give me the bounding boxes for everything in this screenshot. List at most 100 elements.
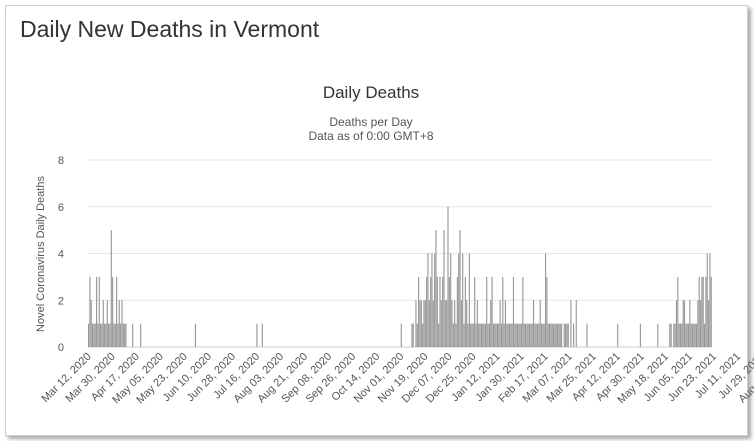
bar [691,323,694,348]
bar [681,323,683,348]
bar [491,276,493,348]
bar [709,253,711,347]
bar [544,253,547,347]
bar [495,323,497,348]
bar [710,276,712,348]
chart-title: Daily Deaths [323,83,419,102]
bar [536,323,539,348]
bar [460,300,462,347]
bar [488,323,490,348]
bar [117,323,119,348]
bar [570,300,572,347]
bar [690,323,692,348]
bar [675,300,678,347]
bar [617,323,619,348]
bar [503,323,505,348]
bar [475,323,477,348]
bar [694,323,696,348]
bar [512,276,515,348]
bar [496,323,499,348]
bar [418,276,420,348]
bar [430,276,432,348]
bar [546,276,548,348]
bar [105,323,107,348]
bar [510,323,512,348]
bar [567,323,569,348]
bar [89,276,91,348]
bar [519,323,521,348]
bar [466,300,468,347]
bar [480,323,482,348]
bar [140,323,142,348]
bar [455,323,457,348]
bar [122,323,124,348]
bar [94,323,96,348]
bar [424,300,426,347]
bar [471,323,473,348]
bar [674,323,676,348]
chart-subtitle-line-1: Deaths per Day [329,115,412,129]
bar [101,323,103,348]
bar [552,323,555,348]
bar [490,300,492,347]
bar [705,276,707,348]
bar [678,323,680,348]
bar [428,300,430,347]
bar [500,323,503,348]
bar [558,323,560,348]
bar [114,323,116,348]
bar [673,323,675,348]
bar [446,300,448,347]
bar [689,300,691,347]
bar [701,276,703,348]
bar [685,323,687,348]
bar [261,323,263,348]
bar [106,300,108,347]
bar [695,323,698,348]
bar [703,323,706,348]
bar [534,323,536,348]
bar [683,300,686,347]
bar [670,323,672,348]
bar [108,323,110,348]
bar [479,323,481,348]
bar [539,300,541,347]
bar [432,300,434,347]
bar [113,323,115,348]
bar [538,323,540,348]
bar [456,276,458,348]
bar [566,323,568,348]
bar [88,323,90,348]
bar [419,300,421,347]
bar [97,323,99,348]
bar [573,323,575,348]
bar [92,323,94,348]
bar [448,276,450,348]
bar [436,276,438,348]
bar [499,300,501,347]
bar [194,323,197,348]
bar [520,323,523,348]
bar [555,323,557,348]
bar [474,276,476,348]
bar [483,323,485,348]
y-tick-label: 0 [58,342,64,354]
bar [440,300,442,347]
bar [516,323,519,348]
bar [682,300,684,347]
bar [472,323,474,348]
bar [427,253,429,347]
bar [706,253,708,347]
bar [528,323,531,348]
bar [504,300,507,347]
bar [511,323,513,348]
bar [575,300,577,347]
bar [452,323,454,348]
bar [565,323,567,348]
bar [535,323,537,348]
bar [557,323,559,348]
bar [444,300,446,347]
bar [697,300,699,347]
bar [124,323,126,348]
bar [434,253,436,347]
